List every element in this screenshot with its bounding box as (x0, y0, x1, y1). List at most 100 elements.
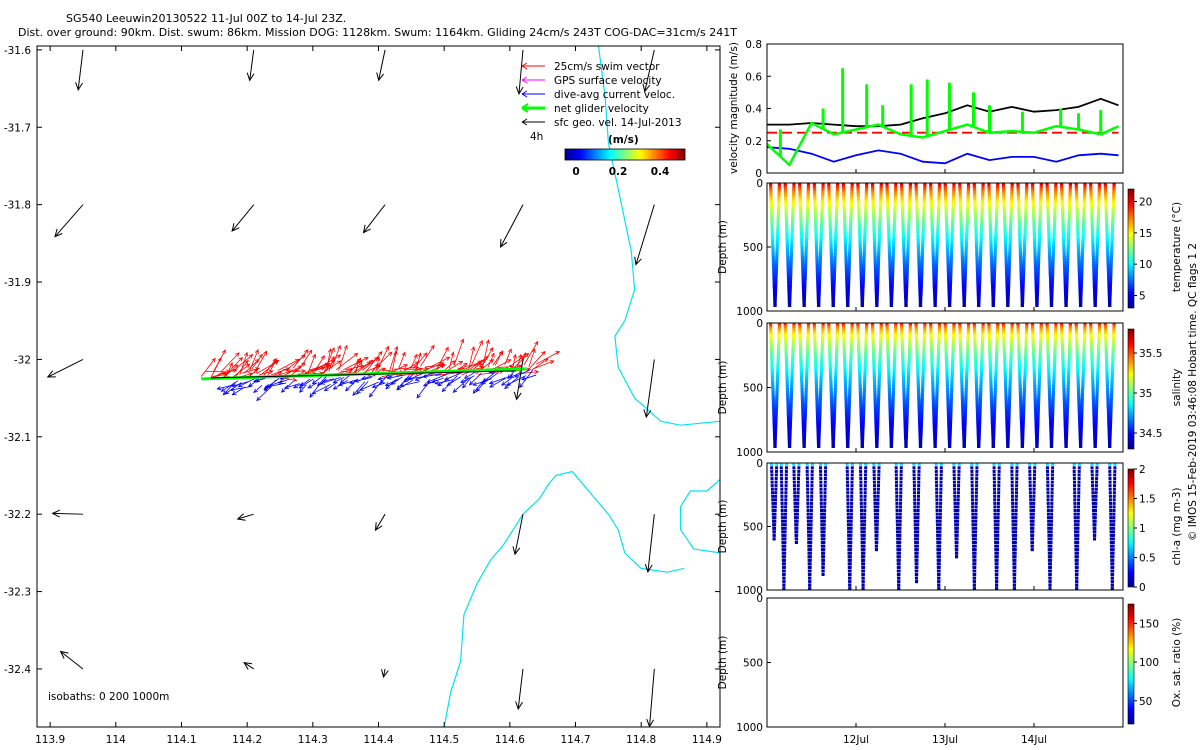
profile-point (980, 219, 984, 223)
profile-point (974, 368, 978, 372)
profile-point (862, 410, 866, 414)
profile-point (804, 253, 808, 257)
profile-point (1019, 278, 1023, 282)
profile-point (802, 292, 807, 296)
profile-point (849, 345, 853, 349)
profile-point (812, 185, 816, 189)
profile-point (935, 379, 939, 383)
profile-point (1023, 219, 1028, 223)
colorbar-label: salinity (1171, 369, 1183, 407)
profile-point (1062, 258, 1066, 262)
profile-point (815, 399, 819, 403)
profile-point (961, 416, 965, 420)
profile-point (900, 334, 904, 338)
profile-point (791, 345, 795, 349)
profile-point (900, 205, 904, 209)
profile-point (905, 424, 909, 429)
profile-point (1068, 345, 1072, 349)
profile-point (888, 253, 892, 257)
profile-point (849, 224, 853, 229)
profile-point (976, 281, 980, 285)
profile-point (919, 284, 923, 288)
profile-point (773, 444, 777, 448)
title-line-1: SG540 Leeuwin20130522 11-Jul 00Z to 14-J… (66, 12, 346, 25)
profile-point (805, 233, 809, 237)
profile-point (829, 390, 833, 394)
profile-point (930, 208, 934, 212)
profile-point (827, 325, 831, 329)
profile-point (770, 477, 774, 480)
profile-point (960, 247, 964, 251)
profile-point (1097, 188, 1101, 192)
map-panel: 113.9 114 114.1 114.2 114.3 114.4 114.5 114.6 11… (4, 45, 722, 746)
profile-point (863, 356, 868, 360)
profile-point (974, 359, 978, 363)
profile-point (875, 301, 879, 305)
profile-point (1024, 191, 1029, 195)
profile-point (1036, 416, 1040, 420)
profile-point (859, 422, 864, 426)
profile-point (1034, 270, 1038, 274)
profile-point (1009, 353, 1013, 358)
profile-point (1091, 396, 1095, 400)
map-y-tick-label: -32.2 (4, 509, 31, 521)
profile-point (1092, 272, 1096, 276)
profile-point (1033, 255, 1037, 260)
profile-point (951, 359, 955, 363)
profile-point (1105, 376, 1109, 380)
profile-point (920, 413, 924, 417)
profile-point (820, 541, 824, 544)
profile-point (782, 576, 786, 580)
profile-point (962, 441, 966, 446)
profile-point (1066, 402, 1070, 406)
profile-point (1066, 379, 1070, 383)
profile-point (1067, 233, 1071, 237)
profile-point (775, 402, 779, 406)
profile-point (1068, 202, 1072, 206)
profile-point (784, 494, 788, 498)
profile-point (1033, 388, 1037, 392)
profile-point (806, 191, 810, 195)
profile-point (785, 385, 789, 389)
profile-point (958, 339, 962, 343)
profile-point (1062, 236, 1066, 240)
profile-point (801, 407, 805, 411)
profile-point (1039, 336, 1043, 341)
profile-point (872, 379, 877, 383)
profile-point (842, 205, 846, 209)
profile-point (1090, 222, 1094, 226)
profile-point (1003, 376, 1007, 380)
profile-point (930, 370, 934, 375)
profile-point (776, 208, 781, 212)
profile-point (914, 328, 918, 332)
profile-point (808, 562, 812, 566)
profile-point (832, 292, 836, 296)
profile-point (1008, 239, 1012, 243)
profile-point (1082, 210, 1086, 214)
profile-point (900, 185, 904, 189)
profile-point (1023, 224, 1027, 229)
profile-point (800, 258, 805, 262)
profile-point (922, 345, 926, 349)
profile-point (931, 250, 935, 254)
profile-point (890, 281, 894, 285)
profile-point (946, 407, 950, 411)
profile-y-tick-label: 500 (743, 383, 763, 395)
profile-point (920, 416, 924, 420)
profile-point (1018, 241, 1022, 245)
profile-point (831, 444, 835, 448)
track-current-vector (399, 381, 420, 388)
profile-point (817, 433, 821, 437)
profile-point (920, 402, 924, 406)
profile-point (771, 261, 776, 265)
profile-point (1095, 255, 1099, 260)
profile-point (931, 239, 935, 243)
profile-point (786, 410, 790, 414)
profile-point (921, 382, 925, 386)
profile-point (930, 227, 934, 231)
profile-point (1032, 216, 1036, 220)
profile-point (1079, 286, 1083, 291)
profile-point (1034, 422, 1038, 426)
profile-point (885, 325, 889, 329)
profile-point (1067, 373, 1071, 377)
